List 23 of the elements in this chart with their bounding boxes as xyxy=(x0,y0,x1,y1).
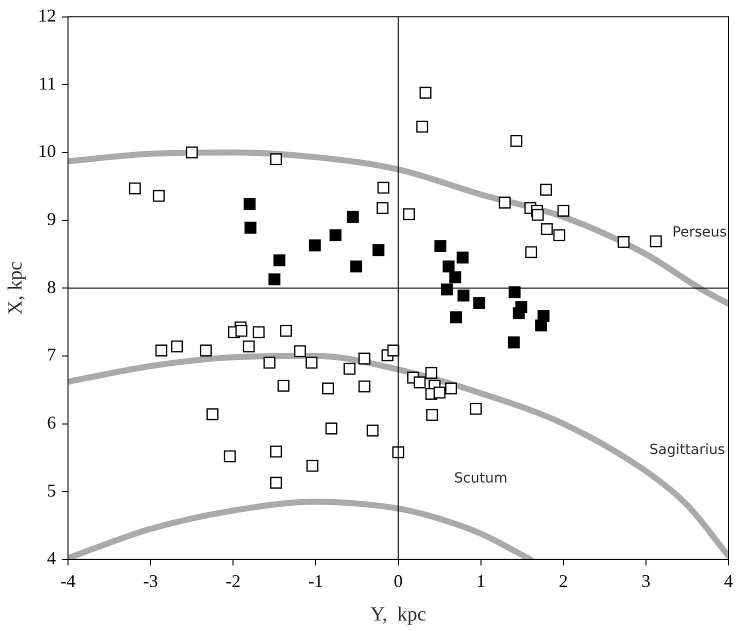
x-tick-label: 2 xyxy=(558,570,568,591)
y-tick-label: 7 xyxy=(47,344,56,365)
x-tick-label: -2 xyxy=(226,570,241,591)
y-axis-title: X, kpc xyxy=(4,261,26,315)
x-tick-label: -4 xyxy=(60,570,76,591)
x-tick-label: 3 xyxy=(641,570,650,591)
x-axis-title: Y, kpc xyxy=(370,603,426,626)
y-tick-label: 9 xyxy=(47,209,56,230)
x-tick-label: -3 xyxy=(143,570,158,591)
y-tick-label: 5 xyxy=(47,480,56,500)
series-label: Perseus xyxy=(672,224,727,241)
x-tick-label: 4 xyxy=(724,570,733,591)
x-tick-label: 0 xyxy=(394,570,403,591)
y-tick-label: 6 xyxy=(47,412,56,432)
y-tick-label: 11 xyxy=(38,73,56,94)
y-tick-label: 10 xyxy=(38,141,56,162)
x-tick-label: 1 xyxy=(476,570,486,591)
y-tick-label: 8 xyxy=(47,276,56,297)
y-tick-label: 4 xyxy=(47,548,56,568)
text: Scutum xyxy=(454,470,508,486)
series-label: Sagittarius xyxy=(649,442,726,458)
y-tick-label: 12 xyxy=(38,6,56,26)
x-tick-label: -1 xyxy=(308,570,324,591)
